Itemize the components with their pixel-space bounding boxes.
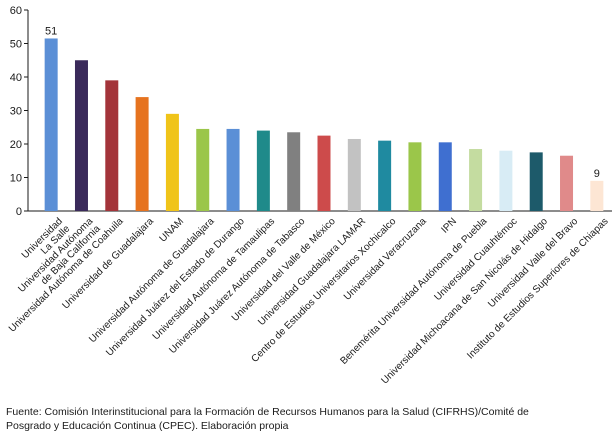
bar — [347, 138, 361, 211]
bar — [196, 128, 210, 211]
bar — [438, 142, 452, 211]
source-note: Fuente: Comisión Interinstitucional para… — [6, 405, 606, 433]
axes: 0 10 20 30 40 50 60 — [10, 5, 612, 218]
x-tick-label-line: UNAM — [158, 216, 187, 245]
bar — [317, 135, 331, 211]
bar — [408, 142, 422, 211]
y-tick-label: 0 — [16, 206, 22, 218]
y-tick-label: 30 — [10, 106, 22, 118]
source-line-2: Posgrado y Educación Continua (CPEC). El… — [6, 420, 289, 432]
bar — [226, 128, 240, 211]
y-tick-label: 50 — [10, 39, 22, 51]
bar — [469, 149, 483, 211]
x-tick-label: UNAM — [158, 216, 187, 245]
bar — [105, 80, 119, 211]
y-tick-label: 10 — [10, 173, 22, 185]
data-label: 51 — [45, 25, 57, 37]
source-line-1: Fuente: Comisión Interinstitucional para… — [6, 406, 529, 418]
bar — [256, 130, 270, 211]
bar — [135, 97, 149, 211]
data-label: 9 — [594, 168, 600, 180]
bar — [44, 38, 58, 211]
x-tick-label: Instituto de Estudios Superiores de Chia… — [465, 216, 610, 361]
bar — [378, 140, 392, 211]
bar — [529, 152, 543, 211]
bar — [499, 150, 513, 211]
bar-chart: 0 10 20 30 40 50 60 51 9 UniversidadLa SalleUni… — [7, 5, 612, 387]
y-tick-label: 40 — [10, 72, 22, 84]
bars: 51 9 — [44, 25, 604, 211]
bar — [560, 155, 574, 211]
bar — [74, 60, 88, 211]
bar — [590, 180, 604, 211]
x-tick-label-line: IPN — [439, 216, 459, 236]
x-tick-label: Centro de Estudios Universitarios Xochic… — [250, 216, 399, 365]
x-tick-label-line: Instituto de Estudios Superiores de Chia… — [465, 216, 610, 361]
x-tick-label-line: Centro de Estudios Universitarios Xochic… — [250, 216, 399, 365]
bar — [287, 132, 301, 211]
y-tick-label: 60 — [10, 5, 22, 17]
y-tick-label: 20 — [10, 139, 22, 151]
x-tick-label: IPN — [439, 216, 459, 236]
bar — [165, 113, 179, 211]
